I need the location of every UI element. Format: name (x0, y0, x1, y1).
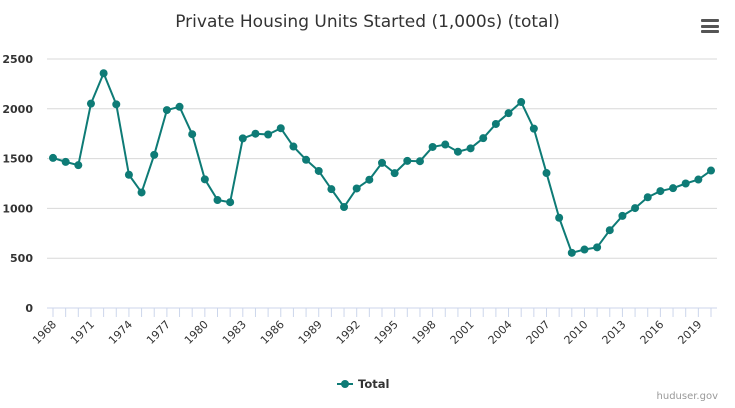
data-point[interactable] (643, 193, 652, 202)
data-point[interactable] (340, 203, 349, 212)
data-point[interactable] (415, 157, 424, 166)
legend-marker[interactable] (341, 380, 349, 388)
data-point[interactable] (593, 243, 602, 252)
x-tick-label: 2007 (524, 318, 553, 347)
data-point[interactable] (390, 169, 399, 178)
data-point[interactable] (605, 226, 614, 235)
data-point[interactable] (555, 213, 564, 222)
x-tick-label: 2010 (562, 318, 591, 347)
x-tick-label: 2001 (448, 318, 477, 347)
data-point[interactable] (491, 119, 500, 128)
data-point[interactable] (567, 248, 576, 257)
x-tick-label: 2016 (638, 318, 667, 347)
data-point[interactable] (428, 142, 437, 151)
data-point[interactable] (694, 175, 703, 184)
data-point[interactable] (188, 130, 197, 139)
hamburger-menu-icon[interactable] (701, 19, 719, 33)
y-tick-label: 2000 (2, 103, 33, 116)
x-tick-label: 1983 (220, 318, 249, 347)
data-point[interactable] (137, 188, 146, 197)
y-tick-label: 1500 (2, 153, 33, 166)
data-point[interactable] (49, 153, 57, 162)
data-point[interactable] (669, 184, 678, 193)
data-point[interactable] (238, 134, 247, 143)
data-point[interactable] (529, 124, 538, 133)
data-point[interactable] (74, 161, 83, 170)
data-point[interactable] (251, 129, 260, 138)
data-point[interactable] (378, 158, 386, 167)
x-tick-label: 2019 (675, 318, 704, 347)
x-tick-label: 1971 (68, 318, 97, 347)
data-point[interactable] (656, 187, 665, 196)
data-point[interactable] (327, 185, 336, 194)
x-tick-label: 2013 (600, 318, 629, 347)
data-point[interactable] (542, 169, 551, 178)
x-tick-label: 1992 (334, 318, 363, 347)
x-tick-label: 1980 (182, 318, 211, 347)
data-point[interactable] (112, 100, 121, 109)
x-tick-label: 1968 (30, 318, 59, 347)
legend-label[interactable]: Total (358, 377, 389, 391)
data-point[interactable] (99, 69, 108, 78)
data-point[interactable] (631, 204, 640, 213)
data-point[interactable] (681, 179, 690, 188)
data-point[interactable] (200, 175, 209, 184)
data-point[interactable] (61, 157, 70, 166)
data-point[interactable] (453, 147, 462, 156)
chart-title: Private Housing Units Started (1,000s) (… (175, 12, 560, 32)
x-tick-label: 1989 (296, 318, 325, 347)
data-point[interactable] (314, 166, 323, 175)
x-tick-label: 2004 (486, 318, 515, 347)
data-point[interactable] (276, 124, 285, 133)
data-point[interactable] (289, 142, 298, 151)
x-tick-label: 1995 (372, 318, 401, 347)
data-point[interactable] (226, 198, 235, 207)
credit-link[interactable]: huduser.gov (656, 391, 718, 402)
x-tick-label: 1977 (144, 318, 173, 347)
data-point[interactable] (124, 170, 133, 179)
data-point[interactable] (352, 184, 361, 193)
data-point[interactable] (365, 175, 374, 184)
x-tick-label: 1986 (258, 318, 287, 347)
data-point[interactable] (86, 99, 95, 108)
y-tick-label: 500 (10, 252, 33, 265)
data-point[interactable] (441, 140, 450, 149)
y-tick-label: 1000 (2, 202, 33, 215)
data-point[interactable] (302, 155, 311, 164)
data-point[interactable] (707, 166, 715, 175)
data-point[interactable] (213, 196, 222, 205)
data-point[interactable] (403, 156, 412, 165)
data-point[interactable] (517, 98, 526, 107)
data-point[interactable] (162, 106, 171, 115)
data-point[interactable] (504, 109, 513, 118)
data-point[interactable] (264, 130, 273, 139)
x-tick-label: 1998 (410, 318, 439, 347)
x-tick-label: 1974 (106, 318, 135, 347)
data-point[interactable] (150, 150, 159, 159)
data-point[interactable] (618, 211, 627, 220)
data-point[interactable] (466, 144, 475, 153)
y-tick-label: 0 (25, 302, 33, 315)
data-point[interactable] (479, 134, 488, 143)
data-point[interactable] (580, 245, 589, 254)
y-tick-label: 2500 (2, 53, 33, 66)
data-point[interactable] (175, 102, 184, 111)
